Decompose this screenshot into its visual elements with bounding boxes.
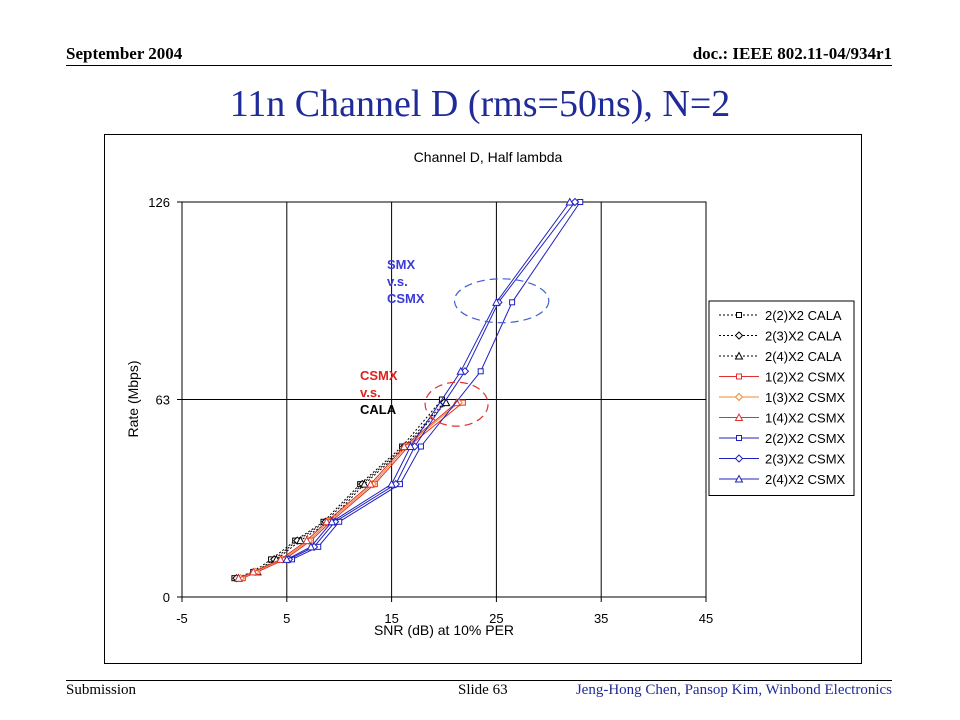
chart-title: Channel D, Half lambda [414,149,563,165]
chart-frame: Channel D, Half lambda -5 5 15 25 35 45 0 63 12… [104,134,862,664]
data-point [296,536,305,545]
highlight-ellipses [424,278,550,427]
x-axis-ticks: -5 5 15 25 35 45 [176,611,713,626]
data-point [734,392,744,402]
legend-label: 2(3)X2 CALA [765,329,842,344]
highlight-ellipse [424,381,489,427]
data-point [322,517,331,526]
series-group [289,199,584,563]
series-group [232,398,449,583]
legend-label: 2(2)X2 CSMX [765,431,846,446]
data-point [734,454,744,463]
data-point [734,412,744,421]
y-tick-label: 63 [156,393,170,408]
x-tick-label: 5 [283,611,290,626]
chart-annotations: SMX v.s. CSMX CSMX v.s. CALA [360,257,425,417]
series-line [238,402,457,579]
data-point [509,299,516,306]
data-point [570,197,580,207]
data-point [306,542,316,551]
data-point [387,479,396,488]
legend-label: 2(3)X2 CSMX [765,452,846,467]
data-point [406,441,415,451]
x-tick-label: -5 [176,611,188,626]
data-point [492,297,501,306]
header-rule [66,65,892,66]
series-group [239,399,466,582]
legend-label: 2(2)X2 CALA [765,308,842,323]
series-layer [231,197,584,583]
data-point [565,197,575,206]
x-tick-label: 15 [384,611,398,626]
series-line [291,201,581,560]
data-point [399,441,409,451]
data-point [477,368,484,375]
series-line [240,402,460,579]
x-tick-label: 45 [699,611,713,626]
y-tick-label: 126 [148,195,170,210]
data-point [734,331,744,340]
chart-legend: 2(2)X2 CALA 2(3)X2 CALA 2(4)X2 CALA 1(2)X2 … [708,300,855,496]
series-group [234,398,461,582]
annotation-text: CALA [360,402,397,417]
data-point [734,474,744,483]
chart-grid [177,201,707,602]
data-point [417,443,424,450]
data-point [282,554,292,563]
series-line [234,399,443,579]
footer-slide-number: Slide 63 [458,682,508,698]
series-line [242,402,464,579]
legend-label: 2(4)X2 CSMX [765,472,846,487]
data-point [736,312,742,318]
header-date: September 2004 [66,44,183,63]
data-point [248,567,258,576]
series-group [231,396,445,582]
footer-submission: Submission [66,682,137,698]
data-point [736,435,742,441]
chart: Channel D, Half lambda -5 5 15 25 35 45 0 63 12… [125,149,855,638]
data-point [302,536,312,545]
data-point [276,554,285,563]
y-axis-ticks: 0 63 126 [148,195,170,605]
series-line [238,402,447,579]
series-line [288,201,576,560]
legend-label: 1(4)X2 CSMX [765,411,846,426]
data-point [366,479,375,488]
annotation-text: v.s. [387,274,408,289]
y-tick-label: 0 [163,590,170,605]
x-tick-label: 35 [594,611,608,626]
x-tick-label: 25 [489,611,503,626]
series-group [284,197,580,564]
series-group [282,197,575,563]
legend-label: 1(3)X2 CSMX [765,390,846,405]
data-point [360,479,369,488]
footer-authors: Jeng-Hong Chen, Pansop Kim, Winbond Elec… [575,682,892,698]
highlight-ellipse [453,278,550,324]
annotation-text: v.s. [360,385,381,400]
series-line [286,201,571,560]
y-axis-label: Rate (Mbps) [125,360,141,437]
series-group [234,398,451,582]
series-line [236,402,445,579]
annotation-text: SMX [387,257,416,272]
annotation-text: CSMX [360,368,398,383]
annotation-text: CSMX [387,291,425,306]
footer-rule [66,680,892,681]
legend-label: 1(2)X2 CSMX [765,370,846,385]
header-doc-id: doc.: IEEE 802.11-04/934r1 [692,44,892,63]
data-point [234,573,243,582]
x-axis-label: SNR (dB) at 10% PER [374,622,514,638]
data-point [327,517,337,526]
legend-box [708,300,855,496]
slide-title: 11n Channel D (rms=50ns), N=2 [229,83,731,125]
data-point [734,351,744,360]
legend-label: 2(4)X2 CALA [765,349,842,364]
data-point [736,373,742,380]
data-point [456,366,466,375]
